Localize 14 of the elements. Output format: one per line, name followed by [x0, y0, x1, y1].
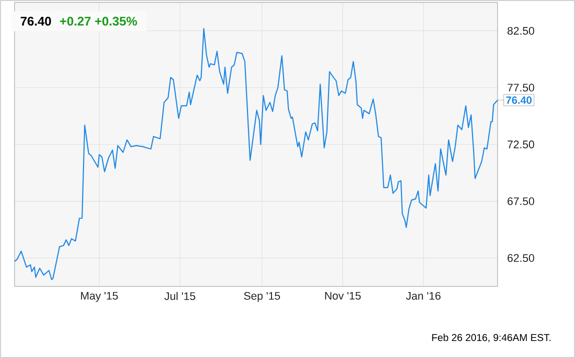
y-tick-label: 82.50 [508, 26, 534, 35]
annotation: 76.40 [506, 96, 532, 104]
y-tick-label: 77.50 [508, 84, 534, 92]
x-tick-label: May '15 [81, 292, 118, 302]
x-tick-label: Jan '16 [406, 292, 441, 300]
x-tick-label: Nov '15 [325, 292, 361, 300]
x-tick-label: Jul '15 [164, 292, 196, 300]
y-tick-label: 72.50 [508, 140, 534, 148]
text: Feb 26 2016, 9:46AM EST. [432, 334, 551, 342]
text: 76.40 [20, 16, 51, 26]
y-tick-label: 62.50 [508, 254, 534, 262]
text: +0.27 +0.35% [60, 16, 137, 26]
x-tick-label: Sep '15 [244, 292, 280, 302]
y-tick-label: 67.50 [508, 197, 534, 206]
